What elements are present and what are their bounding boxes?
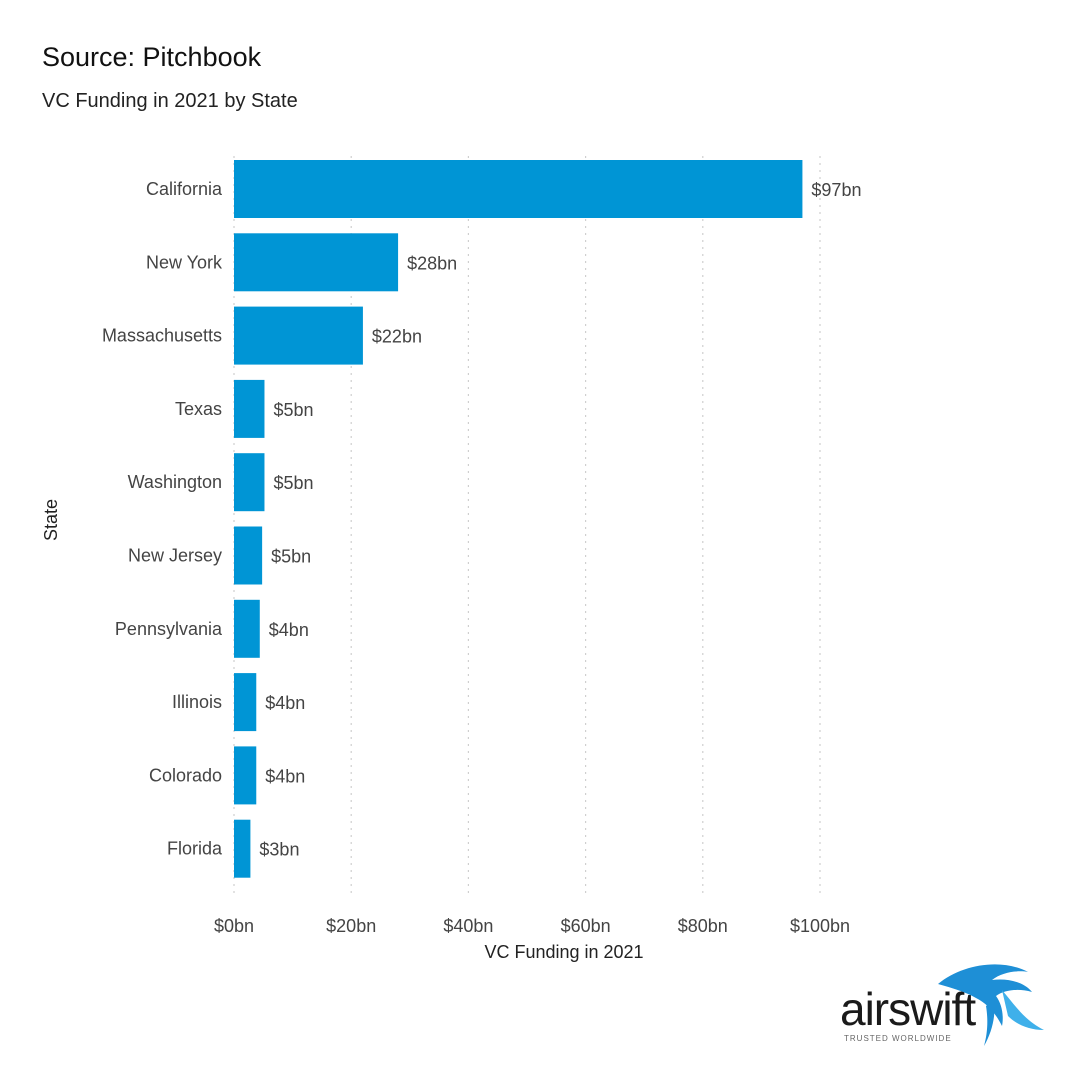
x-tick-label: $100bn [790,916,850,936]
airswift-logo: airswift TRUSTED WORLDWIDE [840,960,1050,1050]
category-label: New York [146,252,223,272]
bar [234,233,399,292]
logo-tagline: TRUSTED WORLDWIDE [844,1034,952,1043]
value-label: $97bn [811,180,861,200]
x-tick-label: $40bn [443,916,493,936]
category-label: Texas [175,399,222,419]
value-label: $5bn [273,400,313,420]
category-label: Illinois [172,692,222,712]
source-label: Source: Pitchbook [42,42,262,72]
value-label: $3bn [259,840,299,860]
value-label: $5bn [271,547,311,567]
y-axis-title: State [41,499,61,541]
x-axis-ticks: $0bn $20bn $40bn $60bn $80bn $100bn [214,916,850,936]
category-label: Pennsylvania [115,619,223,639]
category-label: Florida [167,839,223,859]
x-tick-label: $20bn [326,916,376,936]
bar [234,673,257,732]
bar [234,746,257,805]
bar [234,599,260,658]
bar [234,819,251,878]
x-axis-title: VC Funding in 2021 [484,942,643,962]
value-labels: $97bn $28bn $22bn $5bn $5bn $5bn $4bn $4bn $4bn $… [259,180,861,860]
category-labels: California New York Massachusetts Texas Wash… [102,179,223,859]
value-label: $22bn [372,327,422,347]
bar [234,379,265,438]
bars [234,160,803,878]
category-label: Massachusetts [102,326,222,346]
value-label: $4bn [269,620,309,640]
category-label: Washington [128,472,222,492]
x-tick-label: $0bn [214,916,254,936]
bar [234,160,803,218]
x-tick-label: $80bn [678,916,728,936]
value-label: $5bn [273,473,313,493]
value-label: $4bn [265,693,305,713]
logo-wordmark: airswift [840,983,976,1035]
value-label: $28bn [407,253,457,273]
x-tick-label: $60bn [561,916,611,936]
bar [234,306,363,365]
category-label: California [146,179,223,199]
chart-title: VC Funding in 2021 by State [42,90,298,112]
bar-chart: California New York Massachusetts Texas Wash… [41,156,861,962]
bar [234,526,263,585]
category-label: New Jersey [128,546,222,566]
category-label: Colorado [149,765,222,785]
bar [234,453,265,512]
swift-bird-icon [938,964,1044,1046]
value-label: $4bn [265,766,305,786]
